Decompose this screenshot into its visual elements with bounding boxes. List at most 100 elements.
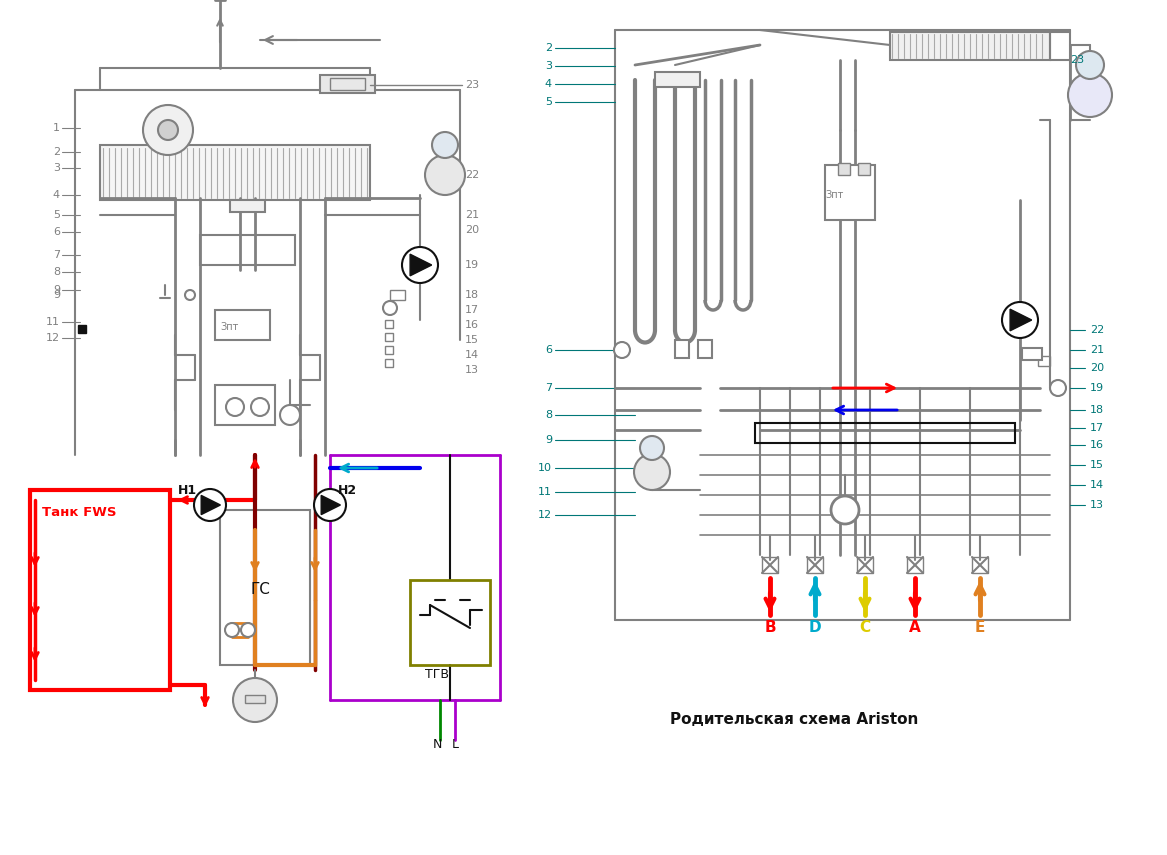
- Circle shape: [158, 120, 179, 140]
- Bar: [698, 340, 712, 358]
- Circle shape: [1068, 73, 1112, 117]
- Bar: [762, 557, 778, 573]
- Text: Зпт: Зпт: [221, 322, 238, 332]
- Bar: [825, 165, 875, 220]
- Bar: [385, 346, 393, 354]
- Text: 12: 12: [538, 510, 552, 520]
- Text: 17: 17: [1090, 423, 1104, 433]
- Circle shape: [401, 247, 438, 283]
- Text: ГС: ГС: [250, 582, 270, 598]
- Bar: [1022, 348, 1042, 360]
- Bar: [1037, 356, 1050, 366]
- Circle shape: [614, 342, 630, 358]
- Bar: [200, 235, 295, 265]
- Circle shape: [226, 398, 244, 416]
- Text: 1: 1: [53, 123, 60, 133]
- Text: 12: 12: [46, 333, 60, 343]
- Circle shape: [280, 405, 300, 425]
- Circle shape: [1002, 302, 1037, 338]
- Text: 19: 19: [1090, 383, 1104, 393]
- Text: 7: 7: [53, 250, 60, 260]
- Text: 9: 9: [545, 435, 552, 445]
- Text: 13: 13: [1090, 500, 1104, 510]
- Bar: [907, 557, 923, 573]
- Text: 14: 14: [1090, 480, 1104, 490]
- Circle shape: [1050, 380, 1065, 396]
- Bar: [675, 340, 689, 358]
- Circle shape: [194, 489, 226, 521]
- Text: A: A: [909, 621, 921, 635]
- Text: 10: 10: [538, 463, 552, 473]
- Text: 9: 9: [53, 285, 60, 295]
- Bar: [330, 78, 365, 90]
- Circle shape: [634, 454, 670, 490]
- Bar: [100, 145, 370, 200]
- Text: 16: 16: [464, 320, 478, 330]
- Text: 18: 18: [1090, 405, 1104, 415]
- Text: 21: 21: [1090, 345, 1104, 355]
- Text: Н2: Н2: [338, 483, 357, 497]
- Circle shape: [144, 105, 193, 155]
- Text: 6: 6: [545, 345, 552, 355]
- Text: B: B: [764, 621, 776, 635]
- Circle shape: [242, 623, 256, 637]
- Circle shape: [425, 155, 464, 195]
- Text: 20: 20: [1090, 363, 1104, 373]
- Text: 8: 8: [545, 410, 552, 420]
- Bar: [410, 580, 490, 665]
- Bar: [30, 490, 170, 690]
- Text: 7: 7: [545, 383, 552, 393]
- Text: L: L: [452, 739, 459, 752]
- Text: 21: 21: [464, 210, 480, 220]
- Polygon shape: [201, 495, 221, 515]
- Bar: [385, 333, 393, 341]
- Bar: [390, 290, 405, 300]
- Bar: [890, 32, 1050, 60]
- Text: 19: 19: [464, 260, 480, 270]
- Text: 3: 3: [545, 61, 552, 71]
- Text: 23: 23: [1070, 55, 1084, 65]
- Bar: [972, 557, 988, 573]
- Text: 5: 5: [545, 97, 552, 107]
- Text: 11: 11: [46, 317, 60, 327]
- Bar: [245, 695, 265, 703]
- Circle shape: [831, 496, 859, 524]
- Bar: [385, 320, 393, 328]
- Text: Зпт: Зпт: [826, 190, 844, 200]
- Text: 14: 14: [464, 350, 480, 360]
- Circle shape: [314, 489, 345, 521]
- Text: C: C: [859, 621, 871, 635]
- Circle shape: [251, 398, 270, 416]
- Polygon shape: [1011, 310, 1032, 331]
- Bar: [221, 510, 310, 665]
- Text: 9: 9: [53, 290, 60, 300]
- Polygon shape: [410, 254, 432, 276]
- Bar: [320, 75, 375, 93]
- Text: 22: 22: [1090, 325, 1104, 335]
- Bar: [655, 72, 700, 87]
- Bar: [215, 310, 270, 340]
- Bar: [838, 163, 850, 175]
- Circle shape: [383, 301, 397, 315]
- Circle shape: [186, 290, 195, 300]
- Bar: [215, 385, 275, 425]
- Text: 6: 6: [53, 227, 60, 237]
- Text: N: N: [432, 739, 441, 752]
- Circle shape: [233, 678, 277, 722]
- Text: 4: 4: [53, 190, 60, 200]
- Text: 8: 8: [53, 267, 60, 277]
- Text: 15: 15: [1090, 460, 1104, 470]
- Text: 2: 2: [545, 43, 552, 53]
- Text: 16: 16: [1090, 440, 1104, 450]
- Text: 18: 18: [464, 290, 480, 300]
- Bar: [78, 325, 86, 333]
- Text: 5: 5: [53, 210, 60, 220]
- Bar: [858, 163, 871, 175]
- Text: 3: 3: [53, 163, 60, 173]
- Circle shape: [432, 132, 457, 158]
- Text: D: D: [809, 621, 822, 635]
- Text: E: E: [974, 621, 985, 635]
- Bar: [385, 359, 393, 367]
- Bar: [808, 557, 823, 573]
- Text: 15: 15: [464, 335, 478, 345]
